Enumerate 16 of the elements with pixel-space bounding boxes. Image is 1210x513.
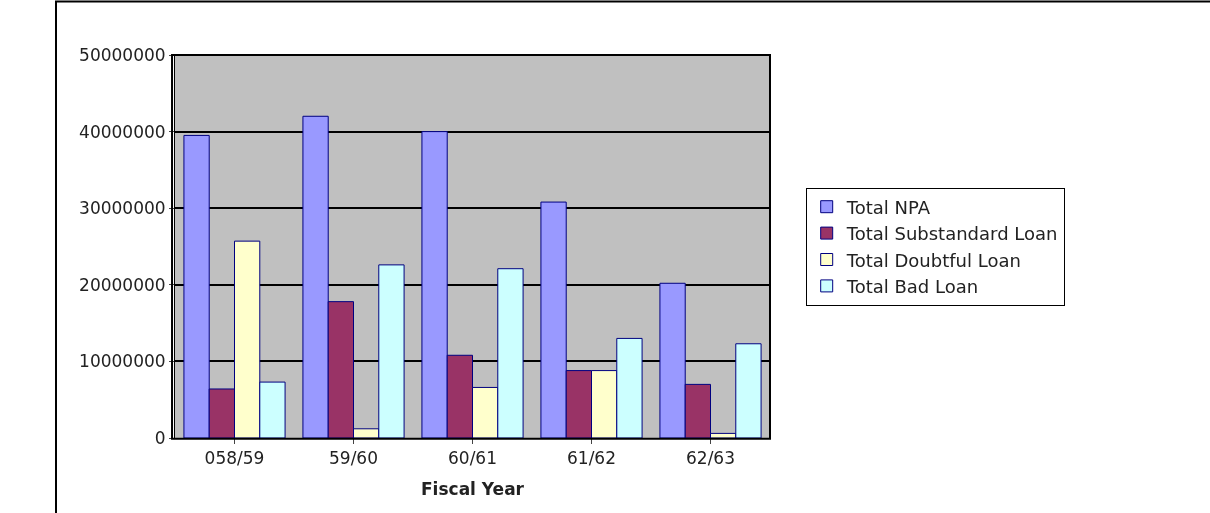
legend-label: Total Substandard Loan [845, 223, 1058, 245]
x-tick-label: 59/60 [329, 448, 378, 469]
y-tick-label: 30000000 [79, 198, 166, 219]
y-tick-label: 20000000 [79, 274, 166, 295]
x-tick-label: 61/62 [567, 448, 616, 469]
y-tick-label: 10000000 [79, 351, 166, 372]
x-tick-label: 62/63 [686, 448, 735, 469]
x-axis-title: Fiscal Year [421, 478, 525, 499]
x-tick-label: 058/59 [204, 448, 265, 469]
x-tick-label: 60/61 [448, 448, 497, 469]
legend-label: Total Bad Loan [845, 275, 979, 297]
y-tick-label: 0 [154, 427, 166, 448]
y-tick-label: 40000000 [79, 121, 166, 142]
legend-label: Total Doubtful Loan [845, 249, 1021, 271]
legend-label: Total NPA [845, 196, 931, 218]
y-tick-label: 50000000 [79, 44, 166, 65]
